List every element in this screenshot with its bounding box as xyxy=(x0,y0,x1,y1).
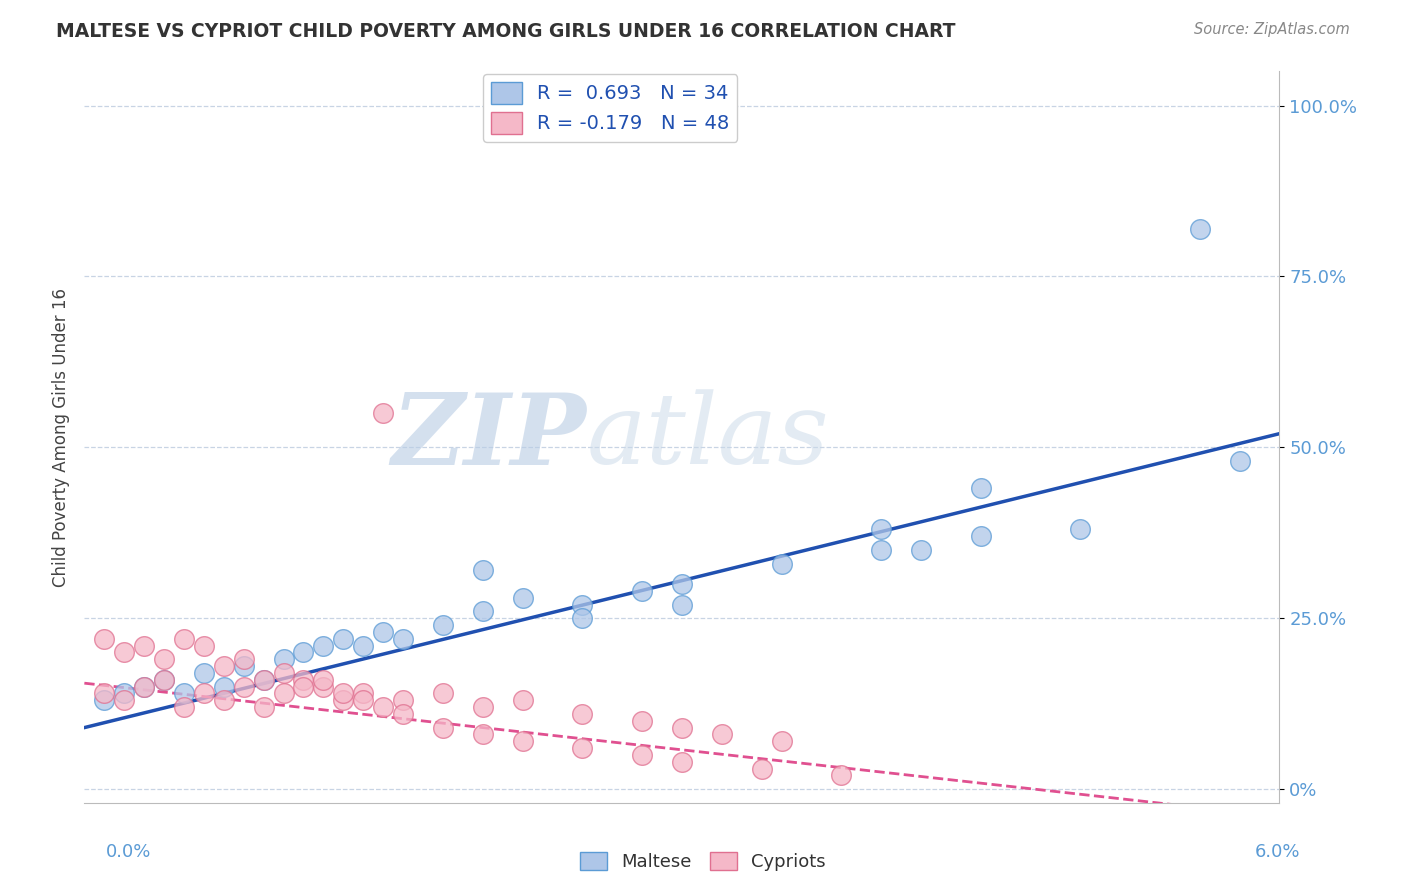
Point xyxy=(173,686,195,700)
Point xyxy=(373,700,395,714)
Point xyxy=(631,714,654,728)
Point xyxy=(292,673,315,687)
Point xyxy=(232,680,254,694)
Point xyxy=(392,706,415,721)
Text: Source: ZipAtlas.com: Source: ZipAtlas.com xyxy=(1194,22,1350,37)
Point xyxy=(671,755,693,769)
Y-axis label: Child Poverty Among Girls Under 16: Child Poverty Among Girls Under 16 xyxy=(52,287,70,587)
Point xyxy=(432,618,454,632)
Point xyxy=(312,639,335,653)
Point xyxy=(512,591,534,605)
Point xyxy=(312,673,335,687)
Point xyxy=(292,680,315,694)
Point xyxy=(1229,454,1251,468)
Point xyxy=(671,577,693,591)
Legend: R =  0.693   N = 34, R = -0.179   N = 48: R = 0.693 N = 34, R = -0.179 N = 48 xyxy=(484,74,737,142)
Point xyxy=(93,632,115,646)
Point xyxy=(112,645,135,659)
Point xyxy=(132,680,156,694)
Point xyxy=(392,693,415,707)
Legend: Maltese, Cypriots: Maltese, Cypriots xyxy=(572,845,834,879)
Point xyxy=(273,652,295,666)
Point xyxy=(312,680,335,694)
Point xyxy=(352,693,374,707)
Point xyxy=(193,686,215,700)
Point xyxy=(970,529,993,543)
Point xyxy=(253,673,276,687)
Point xyxy=(193,665,215,680)
Point xyxy=(432,686,454,700)
Point xyxy=(751,762,773,776)
Point xyxy=(671,598,693,612)
Point xyxy=(710,727,733,741)
Point xyxy=(232,659,254,673)
Point xyxy=(93,693,115,707)
Point xyxy=(571,741,593,756)
Point xyxy=(631,747,654,762)
Point xyxy=(212,680,235,694)
Point xyxy=(1069,522,1091,536)
Point xyxy=(212,693,235,707)
Point xyxy=(770,734,793,748)
Point xyxy=(373,406,395,420)
Text: 6.0%: 6.0% xyxy=(1256,843,1301,861)
Point xyxy=(332,632,354,646)
Point xyxy=(153,673,176,687)
Point xyxy=(232,652,254,666)
Point xyxy=(770,557,793,571)
Point xyxy=(93,686,115,700)
Point xyxy=(471,727,494,741)
Point xyxy=(132,639,156,653)
Point xyxy=(153,652,176,666)
Point xyxy=(112,693,135,707)
Point xyxy=(253,700,276,714)
Point xyxy=(870,522,893,536)
Point xyxy=(112,686,135,700)
Point xyxy=(512,734,534,748)
Point xyxy=(132,680,156,694)
Point xyxy=(153,673,176,687)
Point xyxy=(512,693,534,707)
Point xyxy=(273,686,295,700)
Text: ZIP: ZIP xyxy=(391,389,586,485)
Point xyxy=(373,624,395,639)
Point xyxy=(1188,221,1211,235)
Point xyxy=(193,639,215,653)
Point xyxy=(571,598,593,612)
Point xyxy=(292,645,315,659)
Text: 0.0%: 0.0% xyxy=(105,843,150,861)
Point xyxy=(830,768,852,782)
Point xyxy=(273,665,295,680)
Text: MALTESE VS CYPRIOT CHILD POVERTY AMONG GIRLS UNDER 16 CORRELATION CHART: MALTESE VS CYPRIOT CHILD POVERTY AMONG G… xyxy=(56,22,956,41)
Point xyxy=(392,632,415,646)
Point xyxy=(671,721,693,735)
Point xyxy=(571,706,593,721)
Point xyxy=(173,632,195,646)
Point xyxy=(970,481,993,495)
Point xyxy=(332,693,354,707)
Point xyxy=(910,542,932,557)
Point xyxy=(432,721,454,735)
Text: atlas: atlas xyxy=(586,390,830,484)
Point xyxy=(173,700,195,714)
Point xyxy=(631,583,654,598)
Point xyxy=(471,604,494,618)
Point xyxy=(471,563,494,577)
Point xyxy=(212,659,235,673)
Point xyxy=(332,686,354,700)
Point xyxy=(352,639,374,653)
Point xyxy=(471,700,494,714)
Point xyxy=(253,673,276,687)
Point xyxy=(352,686,374,700)
Point xyxy=(571,611,593,625)
Point xyxy=(870,542,893,557)
